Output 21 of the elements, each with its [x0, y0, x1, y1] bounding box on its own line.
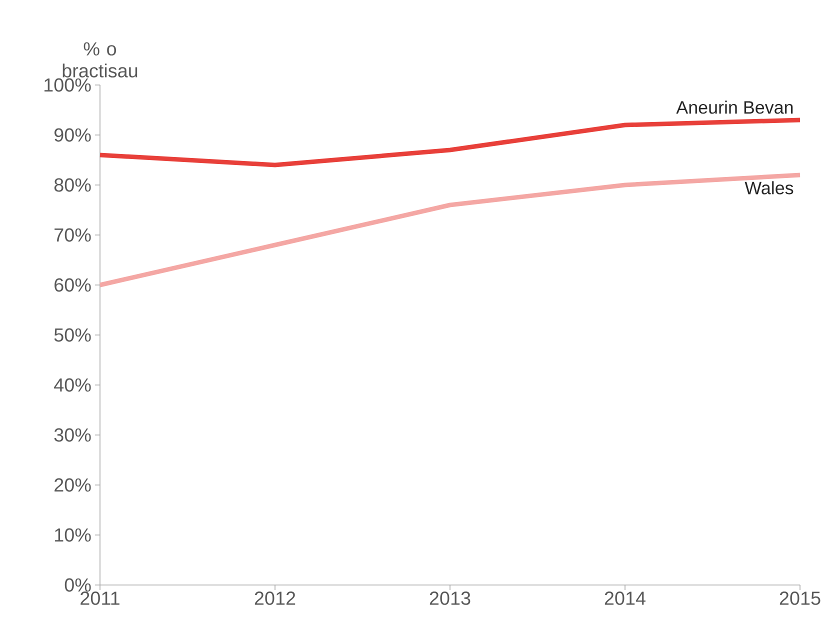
x-tick-label: 2011 — [80, 592, 120, 605]
line-series — [98, 118, 802, 168]
x-tick-label: 2015 — [780, 592, 820, 605]
y-tick-label: 0% — [64, 578, 91, 592]
line-series — [98, 172, 802, 288]
x-tick-label: 2014 — [604, 592, 646, 605]
y-tick-label: 90% — [54, 128, 91, 142]
y-axis-title: % o bractisau — [62, 42, 138, 78]
y-tick-label: 60% — [54, 278, 91, 292]
x-tick-label: 2013 — [430, 592, 470, 605]
y-tick-label: 80% — [54, 178, 91, 192]
series-label: Aneurin Bevan — [676, 100, 793, 114]
y-tick-label: 40% — [54, 378, 91, 392]
y-tick-label: 20% — [54, 478, 91, 492]
y-tick-label: 10% — [55, 528, 91, 542]
x-tick-label: 2012 — [254, 592, 296, 605]
y-tick-label: 30% — [54, 428, 91, 442]
y-tick-label: 100% — [44, 78, 91, 92]
y-tick-label: 50% — [54, 328, 91, 342]
y-tick-label: 70% — [54, 228, 91, 242]
series-label: Wales — [744, 181, 794, 194]
